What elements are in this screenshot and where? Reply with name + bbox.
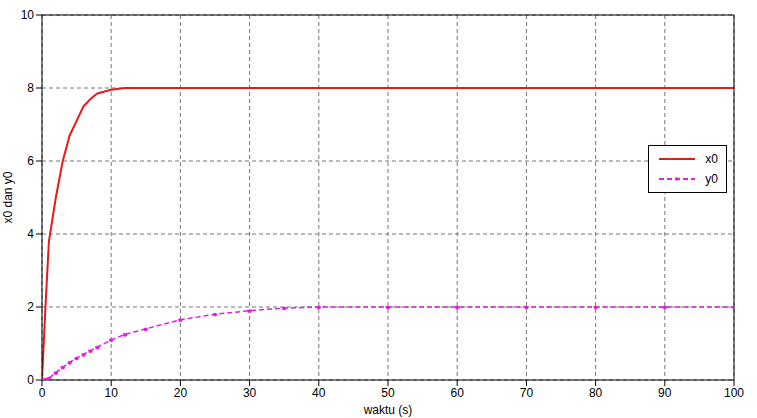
svg-text:30: 30 [243,386,257,400]
svg-text:waktu (s): waktu (s) [363,403,413,417]
svg-text:6: 6 [27,154,34,168]
svg-text:x0 dan y0: x0 dan y0 [1,171,15,223]
svg-text:8: 8 [27,81,34,95]
svg-text:100: 100 [724,386,744,400]
svg-text:90: 90 [658,386,672,400]
svg-text:10: 10 [21,8,35,22]
svg-text:2: 2 [27,300,34,314]
svg-text:40: 40 [312,386,326,400]
svg-text:60: 60 [451,386,465,400]
svg-text:50: 50 [381,386,395,400]
svg-text:10: 10 [105,386,119,400]
svg-text:70: 70 [520,386,534,400]
svg-text:20: 20 [174,386,188,400]
html-text:y0: y0 [705,172,718,186]
svg-text:0: 0 [27,373,34,387]
svg-text:4: 4 [27,227,34,241]
svg-text:0: 0 [39,386,46,400]
svg-text:80: 80 [589,386,603,400]
html-text:x0: x0 [705,152,718,166]
